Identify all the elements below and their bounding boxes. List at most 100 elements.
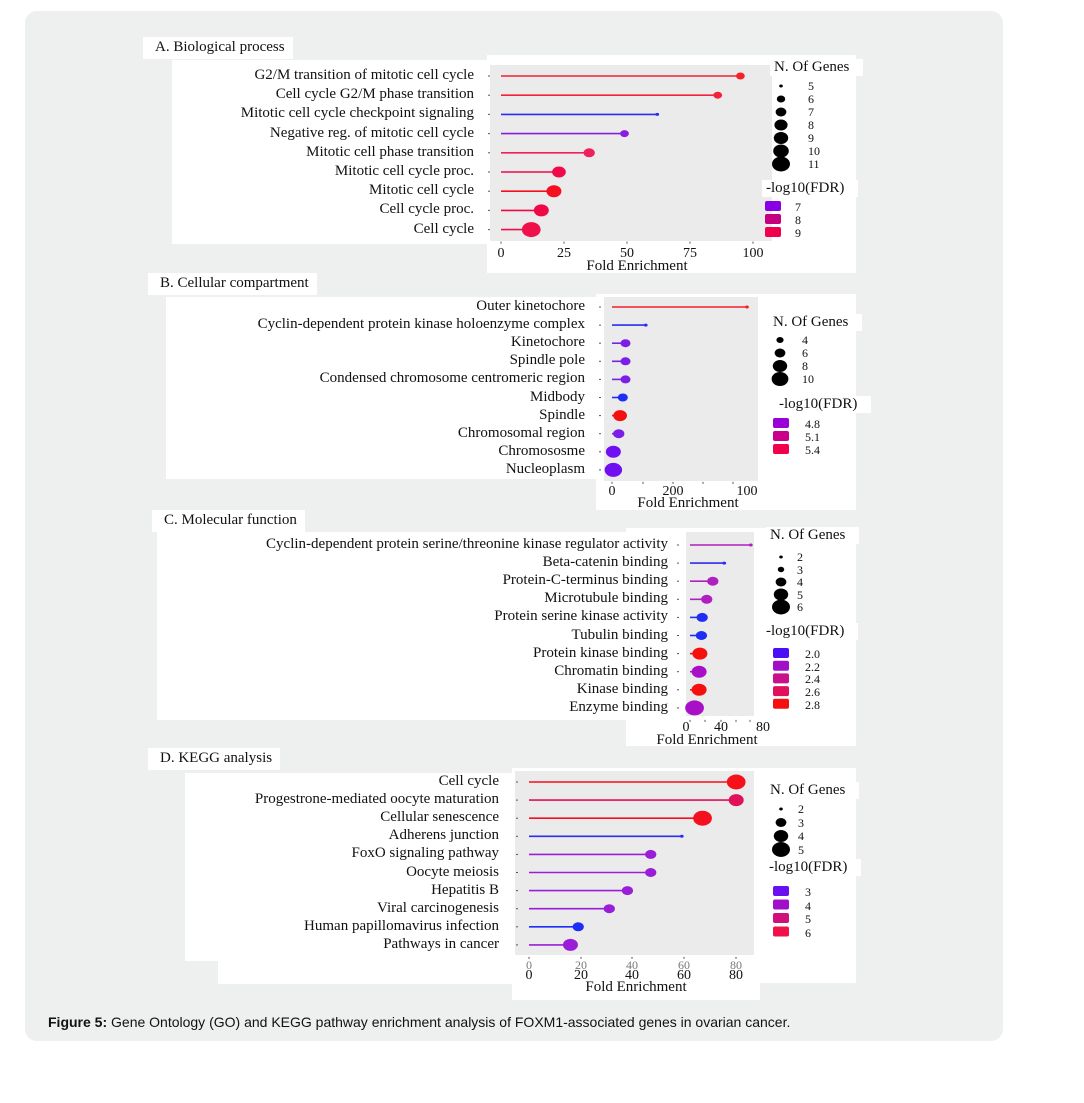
category-label: G2/M transition of mitotic cell cycle [254,67,474,83]
category-label: Chromatin binding [554,662,668,679]
size-legend-label: 10 [802,372,814,386]
x-tick-label: 200 [662,484,684,499]
x-tick-label: 100 [736,484,758,499]
category-label: Oocyte meiosis [406,863,499,880]
size-legend-label: 8 [802,359,808,373]
category-label: Protein kinase binding [533,644,668,661]
size-legend-label: 5 [808,79,814,93]
x-tick-label-secondary: 80 [730,958,742,972]
color-legend-label: 2.6 [805,685,820,700]
caption-text: Gene Ontology (GO) and KEGG pathway enri… [107,1014,791,1030]
category-label: Microtubule binding [544,590,668,607]
color-legend-label: 8 [795,213,801,227]
x-tick-label: 0 [525,968,533,983]
size-legend-label: 7 [808,105,814,119]
x-axis-label: Fold Enrichment [656,732,758,748]
panel-a-label-area [172,60,490,244]
size-legend-label: 4 [797,575,803,589]
size-legend-label: 2 [797,550,803,564]
category-label: Cellular senescence [380,809,499,826]
panel-d-plot-background [515,771,754,955]
category-label: Progestrone-mediated oocyte maturation [254,791,499,808]
category-label: Viral carcinogenesis [377,899,499,916]
category-label: Kinase binding [576,680,668,697]
x-axis-label: Fold Enrichment [586,258,688,274]
x-tick-label: 0 [497,246,505,261]
category-label: Cell cycle [438,773,499,789]
size-legend-label: 3 [798,815,804,830]
figure-caption: Figure 5: Gene Ontology (GO) and KEGG pa… [48,1014,790,1030]
panel-b-title: B. Cellular compartment [148,273,317,295]
size-legend-label: 6 [808,92,814,106]
category-label: Outer kinetochore [476,298,585,314]
panel-c-label-area [157,532,687,720]
size-legend-label: 9 [808,131,814,145]
size-legend-label: 6 [797,600,803,614]
size-legend-label: 4 [798,829,804,843]
size-legend-label: 8 [808,118,814,132]
category-label: Mitotic cell cycle [369,182,474,199]
x-tick-label: 40 [625,968,639,983]
x-tick-label: 75 [683,246,697,261]
category-label: Cyclin-dependent protein kinase holoenzy… [257,316,585,333]
size-legend-label: 2 [798,802,804,816]
category-label: Pathways in cancer [383,935,499,952]
color-legend-label: 6 [805,925,811,940]
x-tick-label-secondary: 40 [626,958,638,972]
category-label: Hepatitis B [431,881,499,898]
category-label: Cell cycle proc. [379,201,474,218]
category-label: Cell cycle [413,220,474,237]
x-tick-label: 60 [677,968,691,983]
category-label: Nucleoplasm [505,460,585,477]
category-label: Spindle pole [509,352,585,369]
x-tick-label-secondary: 60 [678,958,690,972]
color-legend-label: 3 [805,885,811,899]
size-legend-title: N. Of Genes [770,59,864,76]
x-tick-label: 100 [742,246,764,261]
category-label: Midbody [529,388,585,405]
x-axis-label: Fold Enrichment [637,495,739,511]
panel-c-plot-background [686,532,754,716]
category-label: Spindle [539,406,585,423]
size-legend-label: 5 [797,587,803,602]
color-legend-label: 4 [805,898,811,913]
category-label: Beta-catenin binding [542,554,668,571]
panel-b-plot-background [604,297,758,481]
panel-a-title: A. Biological process [143,37,293,59]
size-legend-title: N. Of Genes [766,782,860,799]
x-tick-label-secondary: 0 [526,958,532,972]
x-tick-label: 80 [756,720,770,735]
x-tick-label-secondary: 20 [575,958,587,972]
x-tick-label: 80 [729,968,743,983]
category-label: Mitotic cell cycle checkpoint signaling [240,105,474,122]
size-legend-label: 6 [802,346,808,360]
x-tick-label: 20 [574,968,588,983]
size-legend-title: N. Of Genes [766,527,860,544]
panel-b-label-area [166,297,606,479]
x-axis-label: Fold Enrichment [585,979,687,995]
color-legend-label: 2.2 [805,659,820,674]
category-label: Human papillomavirus infection [304,917,499,934]
color-legend-title: -log10(FDR) [762,623,859,640]
panel-d-label-area [185,773,515,961]
x-tick-label: 40 [714,720,728,735]
category-label: Mitotic cell cycle proc. [334,163,474,179]
panel-d-legend-area [218,960,518,984]
color-legend-label: 5 [805,912,811,926]
category-label: Cell cycle G2/M phase transition [275,86,474,103]
panel-a-plot-background [490,65,772,241]
category-label: Protein serine kinase activity [494,608,668,625]
category-label: Tubulin binding [571,626,668,643]
category-label: Chromosomal region [457,424,585,441]
color-legend-label: 2.0 [805,647,820,661]
category-label: Enzyme binding [569,698,668,715]
size-legend-label: 4 [802,333,808,347]
color-legend-title: -log10(FDR) [775,396,872,413]
color-legend-label: 2.8 [805,697,820,712]
size-legend-title: N. Of Genes [769,314,863,331]
category-label: FoxO signaling pathway [351,845,500,862]
category-label: Cyclin-dependent protein serine/threonin… [266,536,668,552]
category-label: Chromososme [498,442,585,459]
color-legend-title: -log10(FDR) [765,859,862,876]
color-legend-label: 9 [795,226,801,240]
